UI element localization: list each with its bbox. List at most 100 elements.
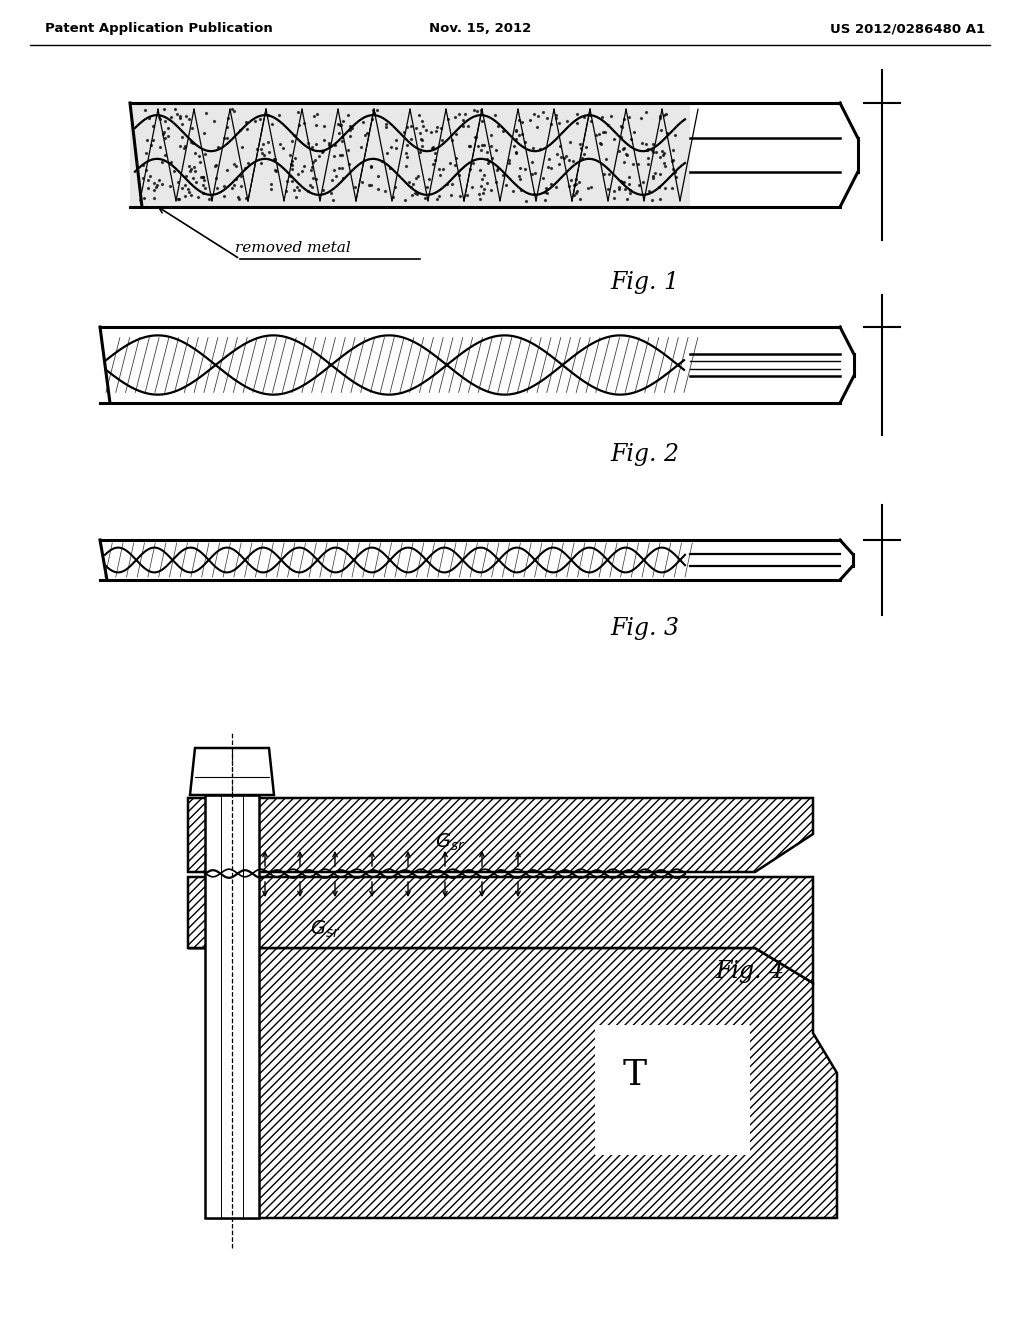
Point xyxy=(652,107,669,128)
Point xyxy=(563,169,580,190)
Point xyxy=(135,154,152,176)
Point xyxy=(154,152,170,173)
Point xyxy=(658,123,675,144)
Point xyxy=(315,180,332,201)
Point xyxy=(255,144,271,165)
Point xyxy=(527,162,544,183)
Point xyxy=(552,135,568,156)
Point xyxy=(539,108,555,129)
Point xyxy=(146,187,163,209)
Point xyxy=(371,166,387,187)
Text: US 2012/0286480 A1: US 2012/0286480 A1 xyxy=(829,22,985,36)
Point xyxy=(194,166,210,187)
Point xyxy=(513,111,529,132)
Point xyxy=(382,157,398,178)
Point xyxy=(408,117,424,139)
Point xyxy=(198,103,214,124)
Point xyxy=(431,186,447,207)
Point xyxy=(255,133,271,154)
Point xyxy=(569,112,586,133)
Point xyxy=(219,160,236,181)
Point xyxy=(531,139,548,160)
Point xyxy=(631,174,647,195)
Point xyxy=(479,149,496,170)
Point xyxy=(548,104,564,125)
Point xyxy=(304,176,321,197)
Point xyxy=(568,183,585,205)
Point xyxy=(464,177,480,198)
Point xyxy=(435,158,452,180)
Point xyxy=(232,165,249,186)
Point xyxy=(480,153,497,174)
Point xyxy=(540,182,556,203)
Point xyxy=(162,176,178,197)
Point xyxy=(176,137,193,158)
Point xyxy=(403,115,420,136)
Point xyxy=(341,154,357,176)
Point xyxy=(482,124,499,145)
Point xyxy=(182,185,199,206)
Point xyxy=(240,152,256,173)
Point xyxy=(195,174,211,195)
Point xyxy=(600,178,616,199)
Point xyxy=(342,125,358,147)
Point xyxy=(170,189,186,210)
Point xyxy=(328,166,344,187)
Point xyxy=(478,173,495,194)
Point xyxy=(543,157,559,178)
Point xyxy=(615,108,632,129)
Point xyxy=(640,153,656,174)
Point xyxy=(623,128,639,149)
Point xyxy=(498,174,514,195)
Point xyxy=(265,149,282,170)
Point xyxy=(431,158,447,180)
Point xyxy=(216,128,232,149)
Point xyxy=(543,114,559,135)
Point xyxy=(617,178,634,199)
Point xyxy=(225,153,242,174)
Point xyxy=(179,178,196,199)
Point xyxy=(331,157,347,178)
Point xyxy=(157,145,173,166)
Point xyxy=(333,114,349,135)
Point xyxy=(640,148,656,169)
Point xyxy=(452,185,468,206)
Point xyxy=(210,136,226,157)
Point xyxy=(262,173,279,194)
Point xyxy=(647,162,664,183)
Point xyxy=(223,178,240,199)
Point xyxy=(181,108,198,129)
Point xyxy=(364,108,380,129)
Point xyxy=(347,177,364,198)
Point xyxy=(525,103,542,124)
Point xyxy=(334,131,350,152)
Point xyxy=(283,154,299,176)
Point xyxy=(191,152,208,173)
Point xyxy=(411,104,427,125)
Point xyxy=(197,144,213,165)
Point xyxy=(137,99,154,120)
Point xyxy=(449,147,465,168)
Point xyxy=(522,110,539,131)
Point xyxy=(657,178,674,199)
Point xyxy=(613,170,630,191)
Point xyxy=(425,136,441,157)
Point xyxy=(656,156,673,177)
Point xyxy=(455,116,471,137)
Point xyxy=(601,164,617,185)
Point xyxy=(548,177,564,198)
Point xyxy=(300,132,316,153)
Point xyxy=(487,172,504,193)
Point xyxy=(301,174,317,195)
Point xyxy=(474,110,490,131)
Point xyxy=(144,129,161,150)
Point xyxy=(404,174,421,195)
Point xyxy=(145,115,162,136)
Point xyxy=(597,121,613,143)
Point xyxy=(307,169,324,190)
Point xyxy=(535,102,551,123)
Point xyxy=(309,103,326,124)
Point xyxy=(284,154,300,176)
Point xyxy=(467,127,483,148)
Point xyxy=(220,108,237,129)
